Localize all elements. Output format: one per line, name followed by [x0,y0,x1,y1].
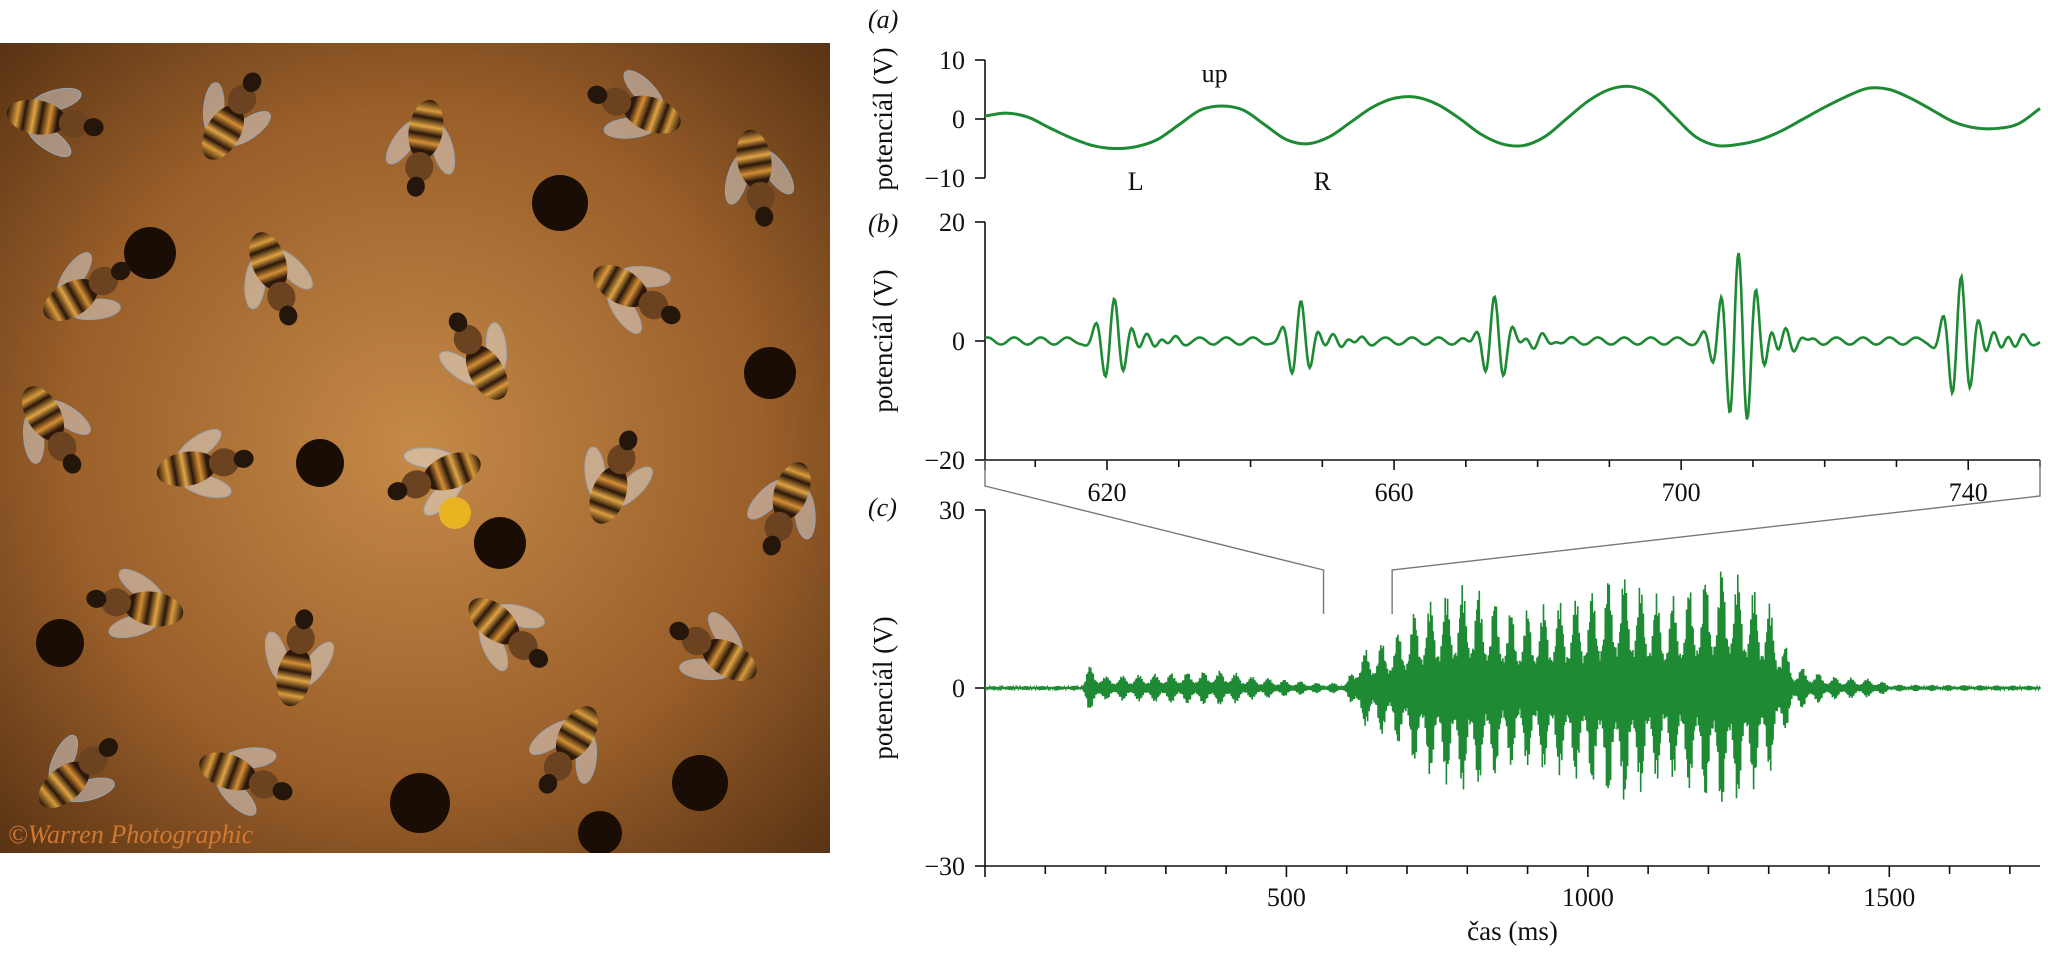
panel-letter: (c) [868,493,897,522]
series-line-a [984,84,2041,151]
annotation-l: L [1128,167,1144,196]
annotation-up: up [1202,59,1228,88]
x-tick-label: 620 [1088,478,1127,507]
chart-area: (a) 10 0 −10 potenciál (V) (b) 20 0 −20 potenciál… [868,5,2041,946]
zoom-connector-right [1391,460,2041,614]
y-tick-label: 0 [952,105,965,134]
x-tick-label: 700 [1662,478,1701,507]
y-tick-label: −10 [924,164,965,193]
x-tick-label: 1000 [1562,883,1614,912]
photo-credit: ©Warren Photographic [8,820,254,849]
series-line-b [984,252,2041,420]
series-line-c [984,571,2041,802]
x-tick-label: 660 [1375,478,1414,507]
y-tick-label: −20 [924,446,965,475]
y-tick-label: −30 [924,852,965,881]
y-tick-label: 10 [939,46,965,75]
y-axis-label: potenciál (V) [868,616,898,759]
y-tick-label: 0 [952,327,965,356]
annotation-r: R [1314,167,1332,196]
y-tick-label: 30 [939,496,965,525]
x-tick-label: 1500 [1863,883,1915,912]
x-axis-label: čas (ms) [1467,916,1558,946]
y-tick-label: 20 [939,208,965,237]
honeybee-photo: ©Warren Photographic [0,43,830,853]
panel-letter: (a) [868,5,898,34]
y-tick-label: 0 [952,674,965,703]
zoom-connector-left [984,460,1325,614]
x-tick-label: 500 [1267,883,1306,912]
y-axis-label: potenciál (V) [868,269,898,412]
panel-letter: (b) [868,209,898,238]
y-axis-label: potenciál (V) [868,47,898,190]
